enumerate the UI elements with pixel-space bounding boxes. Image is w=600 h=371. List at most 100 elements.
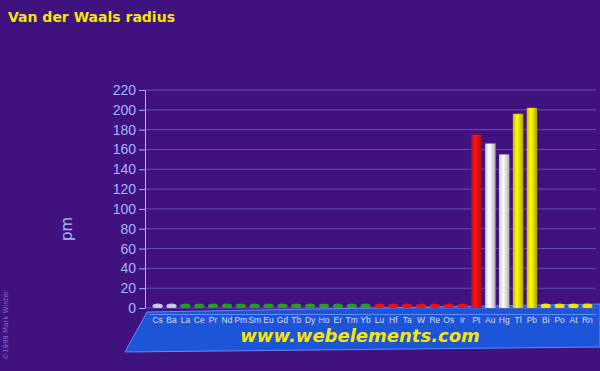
- x-tick-label: Po: [554, 315, 565, 325]
- y-tick-mark: [139, 288, 145, 289]
- y-tick: 180: [113, 122, 145, 138]
- x-tick: Os: [443, 314, 454, 325]
- x-tick: La: [181, 314, 191, 325]
- no-data-token: [222, 304, 232, 309]
- x-tick: Hf: [389, 314, 398, 325]
- x-tick-label: Au: [485, 315, 496, 325]
- x-tick-label: Ho: [319, 315, 330, 325]
- chart: 0 20 40 60 80 100 120 140 160 180 200 220 Cs Ba LaCe Pr…: [0, 0, 600, 371]
- no-data-token: [554, 304, 564, 309]
- x-tick: Tl: [514, 314, 521, 325]
- y-tick-mark: [139, 209, 145, 210]
- x-tick: Pr: [209, 314, 218, 325]
- y-tick-label: 40: [120, 260, 136, 276]
- no-data-token: [319, 304, 329, 309]
- y-tick-mark: [139, 130, 145, 131]
- grid-line: [145, 90, 596, 91]
- x-tick: Au: [485, 314, 496, 325]
- y-tick-mark: [139, 268, 145, 269]
- y-tick-label: 120: [113, 181, 137, 197]
- footer: www.webelements.com: [240, 325, 480, 346]
- x-tick: Po: [554, 314, 565, 325]
- y-tick-mark: [139, 229, 145, 230]
- x-tick-label: Hg: [499, 315, 510, 325]
- bar: [513, 114, 523, 308]
- y-tick: 60: [120, 241, 145, 257]
- bar: [471, 135, 481, 308]
- grid: [145, 90, 596, 308]
- x-axis: CsBaLaCePrNdPmSmEuGdTbDyHoErTmYbLuHfTaWR…: [150, 314, 597, 325]
- x-tick-label: Pr: [209, 315, 218, 325]
- x-tick-label: Cs: [152, 315, 162, 325]
- x-tick-label: Sm: [248, 315, 261, 325]
- x-tick: Sm: [248, 314, 261, 325]
- no-data-token: [152, 304, 162, 309]
- x-tick: Bi: [542, 314, 550, 325]
- no-data-token: [388, 304, 398, 309]
- y-tick: 200: [113, 102, 145, 118]
- x-tick-label: Gd: [277, 315, 289, 325]
- y-tick-mark: [139, 90, 145, 91]
- x-tick-label: Bi: [542, 315, 550, 325]
- y-tick-mark: [139, 149, 145, 150]
- y-tick-label: 220: [113, 82, 137, 98]
- y-tick: 0: [128, 300, 145, 316]
- no-data-token: [305, 304, 315, 309]
- x-tick-label: At: [569, 315, 578, 325]
- y-tick-mark: [139, 249, 145, 250]
- x-tick-label: La: [181, 315, 191, 325]
- x-tick: At: [569, 314, 578, 325]
- no-data-token: [180, 304, 190, 309]
- y-tick-mark: [139, 110, 145, 111]
- x-tick: Eu: [263, 314, 274, 325]
- y-tick-label: 80: [120, 221, 136, 237]
- x-tick: Dy: [305, 314, 316, 325]
- no-data-token: [166, 304, 176, 309]
- y-tick-label: 60: [120, 241, 136, 257]
- no-data-token: [457, 304, 467, 309]
- y-tick: 20: [120, 280, 145, 296]
- y-tick-label: 140: [113, 161, 137, 177]
- no-data-token: [374, 304, 384, 309]
- y-tick: 160: [113, 141, 145, 157]
- credit: ©1999 Mark Winter: [2, 290, 10, 360]
- x-tick-label: Nd: [222, 315, 233, 325]
- x-tick-label: Dy: [305, 315, 316, 325]
- no-data-token: [236, 304, 246, 309]
- x-tick-label: Pb: [527, 315, 538, 325]
- x-tick-label: Ir: [460, 315, 465, 325]
- x-tick: Ta: [403, 314, 412, 325]
- x-tick: Pt: [472, 314, 481, 325]
- bar: [527, 108, 537, 308]
- x-tick: Nd: [222, 314, 233, 325]
- no-data-token: [208, 304, 218, 309]
- x-tick-label: Pt: [472, 315, 481, 325]
- bars: [152, 108, 592, 308]
- x-tick: Ce: [194, 314, 205, 325]
- x-tick-label: Ba: [166, 315, 177, 325]
- no-data-token: [263, 304, 273, 309]
- y-tick: 100: [113, 201, 145, 217]
- no-data-token: [360, 304, 370, 309]
- y-tick-label: 100: [113, 201, 137, 217]
- x-tick-label: Ta: [403, 315, 412, 325]
- x-tick: Rn: [582, 314, 593, 325]
- x-tick-label: W: [417, 315, 425, 325]
- no-data-token: [402, 304, 412, 309]
- y-tick-label: 0: [128, 300, 136, 316]
- x-tick: Pb: [527, 314, 538, 325]
- x-tick-label: Eu: [263, 315, 274, 325]
- y-tick: 80: [120, 221, 145, 237]
- no-data-token: [568, 304, 578, 309]
- no-data-token: [291, 304, 301, 309]
- y-tick-label: 180: [113, 122, 137, 138]
- no-data-token: [582, 304, 592, 309]
- x-tick: Cs: [152, 314, 162, 325]
- y-tick: 220: [113, 82, 145, 98]
- x-tick: Tb: [291, 314, 301, 325]
- title: Van der Waals radius: [8, 9, 175, 25]
- no-data-token: [541, 304, 551, 309]
- x-tick-label: Yb: [360, 315, 371, 325]
- x-tick-label: Er: [334, 315, 343, 325]
- y-tick: 120: [113, 181, 145, 197]
